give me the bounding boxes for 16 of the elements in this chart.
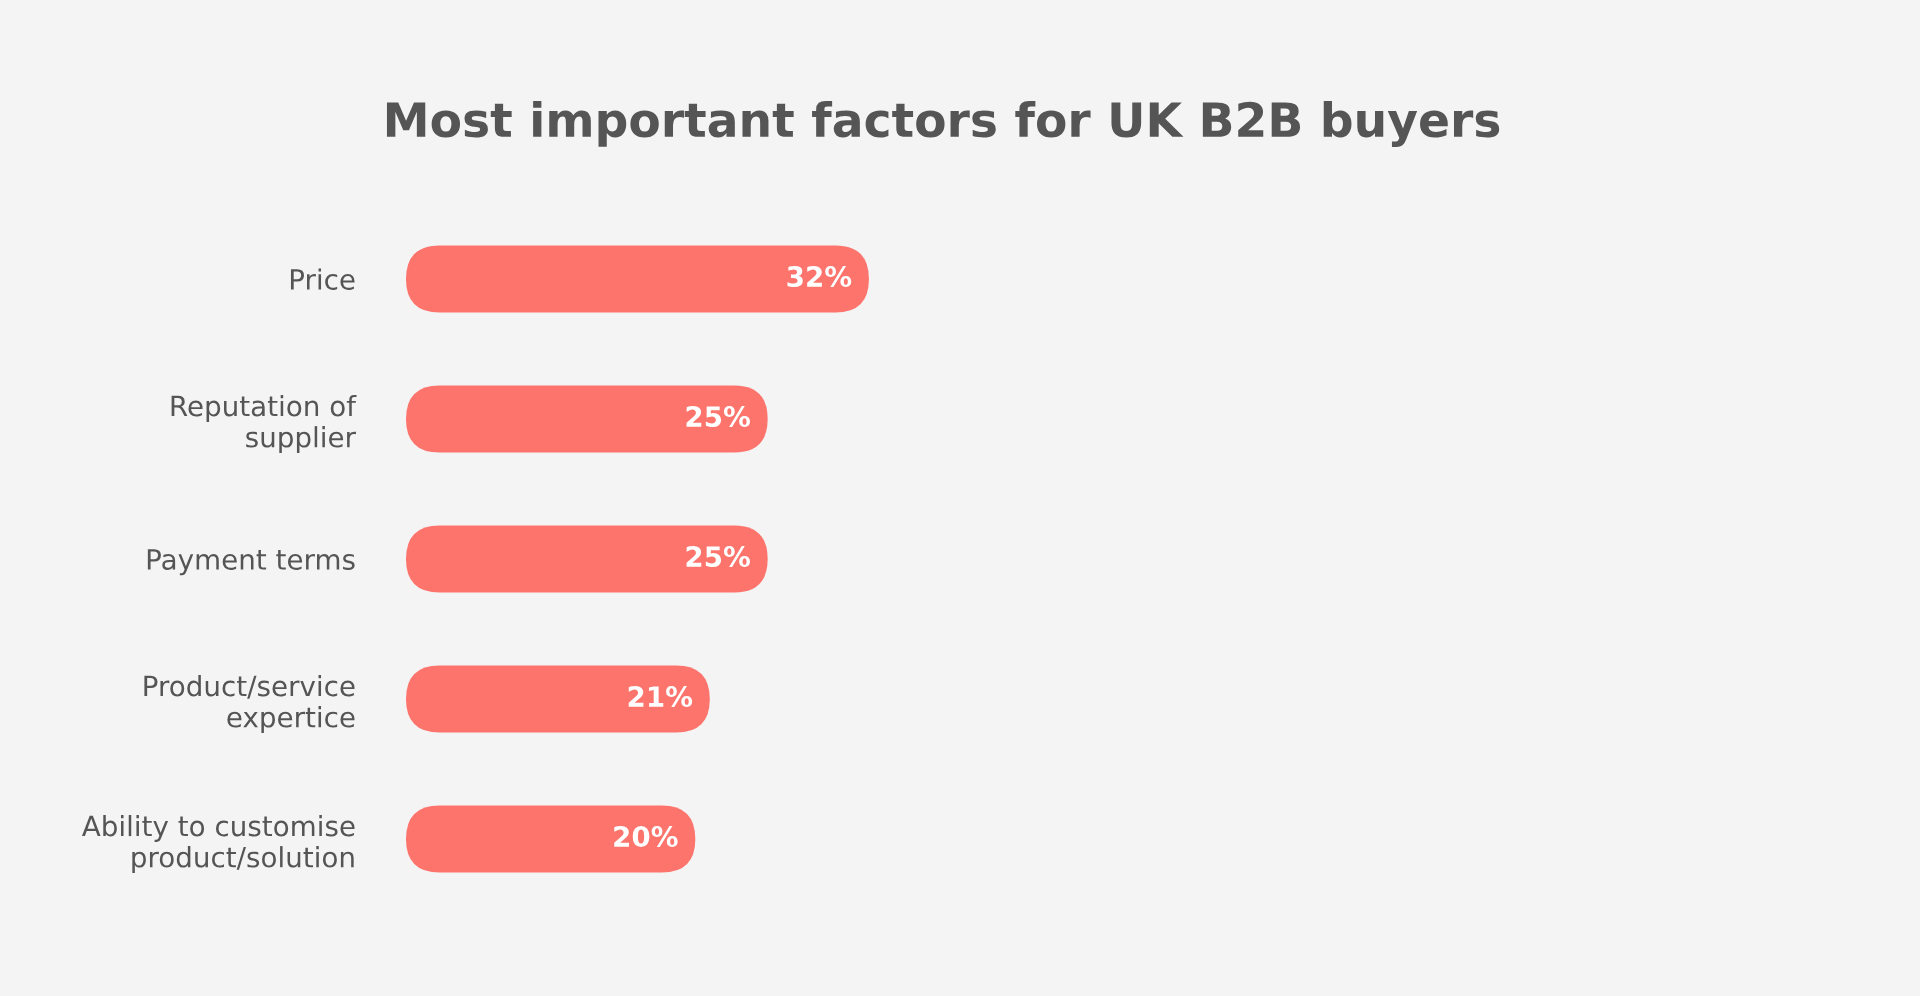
data-label: 21% — [628, 686, 693, 708]
bar — [406, 805, 696, 873]
y-tick-label: Product/service expertice — [144, 675, 355, 733]
y-tick-label: Payment terms — [147, 549, 355, 576]
y-tick-label: Ability to customise product/solution — [81, 815, 355, 873]
bar — [406, 245, 869, 313]
y-tick-label: Price — [290, 268, 355, 290]
y-tick-label: Reputation of supplier — [171, 395, 357, 453]
data-label: 32% — [787, 266, 852, 288]
data-label: 25% — [686, 546, 750, 568]
chart-title: Most important factors for UK B2B buyers — [386, 100, 1500, 148]
bar — [406, 665, 710, 733]
bar — [406, 385, 768, 453]
bar — [406, 525, 768, 593]
data-label: 20% — [614, 826, 678, 848]
data-label: 25% — [686, 406, 750, 428]
